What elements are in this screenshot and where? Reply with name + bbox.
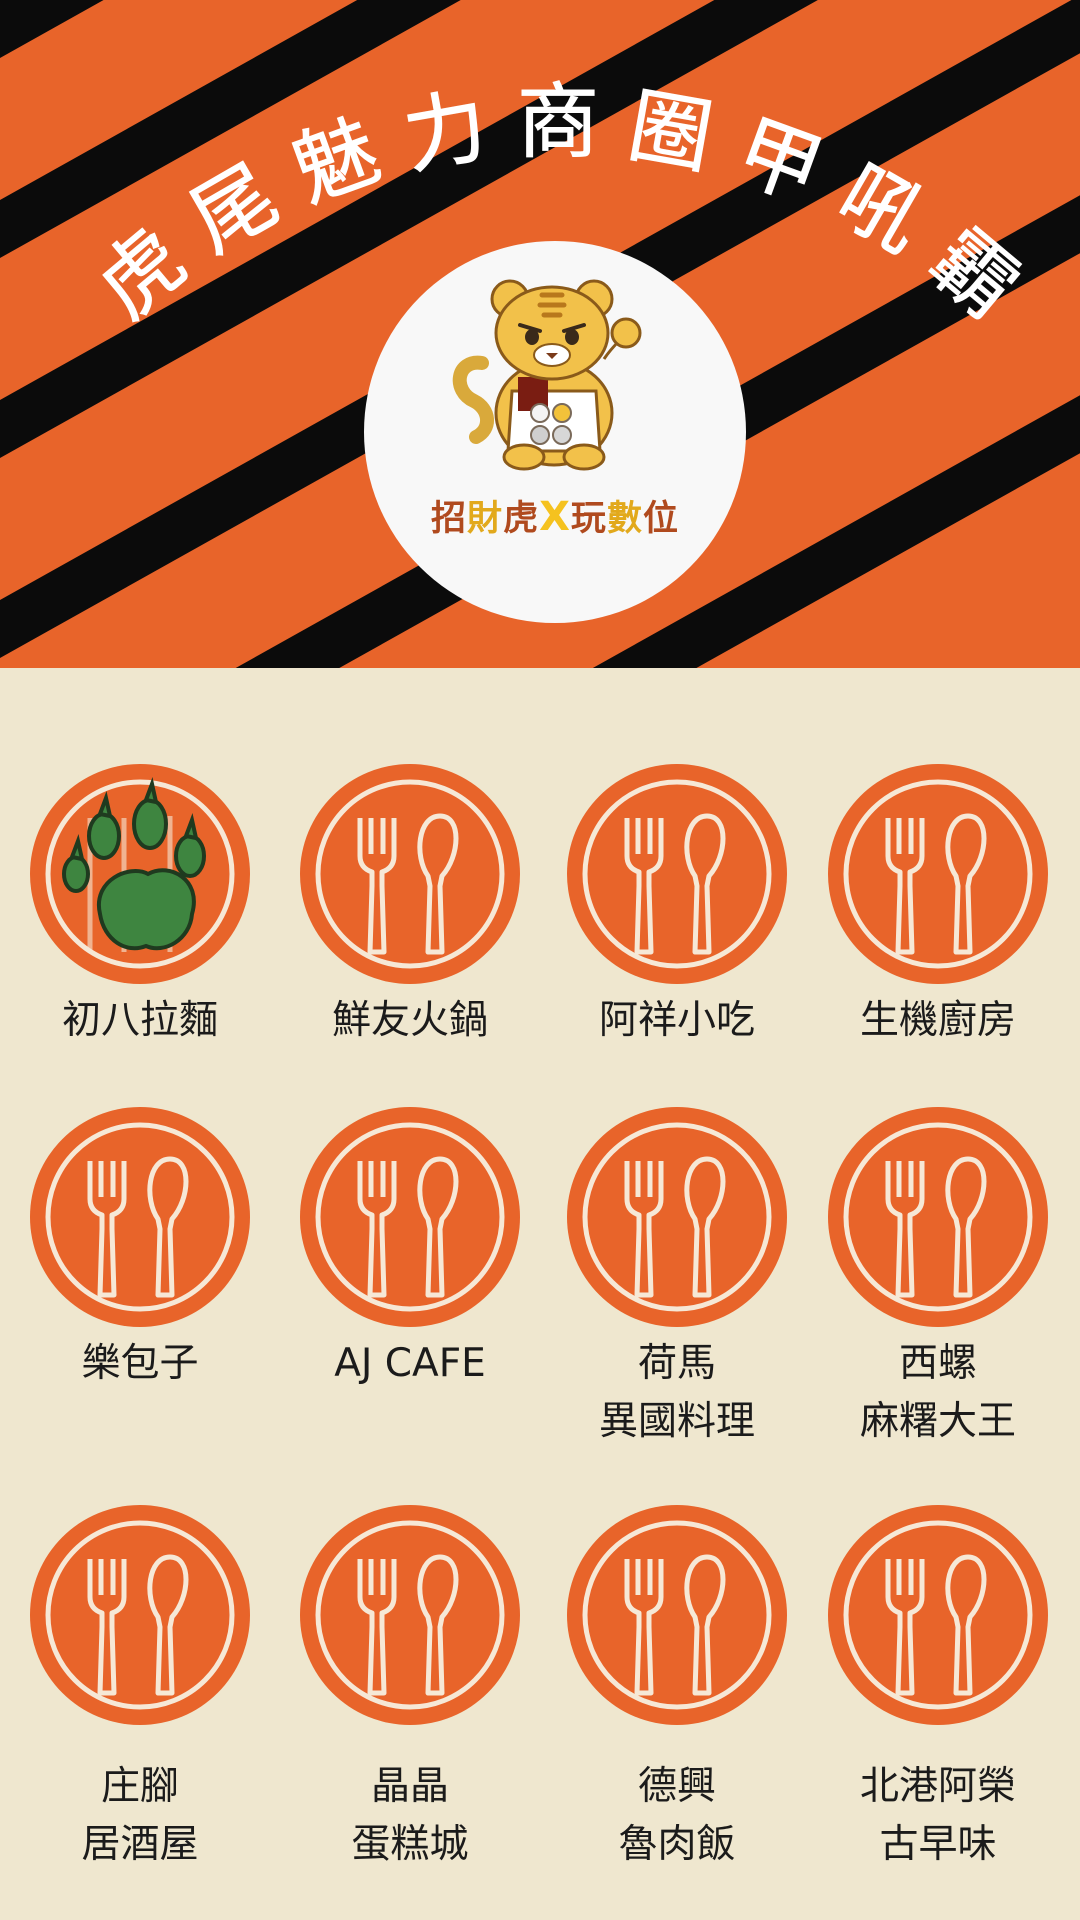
- logo-slogan: 招財虎X玩數位: [431, 494, 679, 540]
- shop-name: 晶晶 蛋糕城: [290, 1758, 530, 1874]
- fork-spoon-icon[interactable]: [567, 764, 787, 984]
- shop-name-line1: 西螺: [898, 1341, 977, 1386]
- shop-name-line1: 德興: [637, 1764, 716, 1809]
- fork-spoon-icon[interactable]: [300, 1107, 520, 1327]
- shop-name-line1: 荷馬: [637, 1341, 716, 1386]
- shop-name-line2: 居酒屋: [81, 1822, 199, 1867]
- shop-name: 初八拉麵: [20, 992, 260, 1050]
- title-char: 魅: [282, 103, 392, 220]
- fork-spoon-icon[interactable]: [828, 1107, 1048, 1327]
- page-title: 虎尾魅力商圈甲吼霸: [79, 75, 1036, 338]
- shop-name: 北港阿榮 古早味: [818, 1758, 1058, 1874]
- shop-name-line2: 麻糬大王: [859, 1399, 1016, 1444]
- stripe-3: [0, 0, 818, 458]
- stripe-6: [592, 395, 1080, 668]
- shop-name-line2: 異國料理: [598, 1399, 755, 1444]
- shop-name: 阿祥小吃: [557, 992, 797, 1050]
- shop-name: 鮮友火鍋: [290, 992, 530, 1050]
- shop-name-line1: 樂包子: [81, 1341, 199, 1386]
- title-char: 吼: [822, 148, 941, 271]
- title-char: 虎: [80, 211, 204, 336]
- shop-name-line1: 生機廚房: [859, 998, 1016, 1043]
- stripe-1: [0, 0, 104, 58]
- fork-spoon-icon[interactable]: [30, 1107, 250, 1327]
- shop-name: AJ CAFE: [290, 1335, 530, 1393]
- title-char: 圈: [622, 78, 719, 186]
- shop-name: 荷馬 異國料理: [557, 1335, 797, 1451]
- paw-print-icon[interactable]: [30, 764, 250, 984]
- shop-name-line2: 蛋糕城: [351, 1822, 469, 1867]
- fork-spoon-icon[interactable]: [300, 764, 520, 984]
- shop-name-line1: 庄腳: [100, 1764, 179, 1809]
- title-char: 甲: [725, 103, 835, 220]
- shop-name: 樂包子: [20, 1335, 260, 1393]
- fork-spoon-icon[interactable]: [567, 1505, 787, 1725]
- shop-name-line1: 阿祥小吃: [598, 998, 755, 1043]
- fork-spoon-icon[interactable]: [30, 1505, 250, 1725]
- shop-name: 西螺 麻糬大王: [818, 1335, 1058, 1451]
- shop-name-line2: 魯肉飯: [618, 1822, 736, 1867]
- header-banner: 虎尾魅力商圈甲吼霸: [0, 0, 1080, 668]
- shop-name-line1: 鮮友火鍋: [331, 998, 488, 1043]
- title-char: 力: [397, 78, 494, 186]
- shop-name-line1: 晶晶: [370, 1764, 449, 1809]
- fork-spoon-icon[interactable]: [828, 764, 1048, 984]
- shop-name: 生機廚房: [818, 992, 1058, 1050]
- title-char: 霸: [912, 211, 1036, 336]
- mascot-logo: 招財虎X玩數位: [364, 241, 746, 623]
- title-char: 尾: [175, 148, 294, 271]
- shop-name-line1: 北港阿榮: [859, 1764, 1016, 1809]
- stripe-2: [0, 0, 461, 258]
- title-char: 商: [517, 75, 599, 170]
- tiger-mascot-icon: [452, 279, 642, 471]
- shop-name: 德興 魯肉飯: [557, 1758, 797, 1874]
- shop-name: 庄腳 居酒屋: [20, 1758, 260, 1874]
- fork-spoon-icon[interactable]: [567, 1107, 787, 1327]
- shop-name-line1: AJ CAFE: [334, 1341, 486, 1386]
- shop-name-line2: 古早味: [879, 1822, 997, 1867]
- shop-name-line1: 初八拉麵: [61, 998, 218, 1043]
- fork-spoon-icon[interactable]: [828, 1505, 1048, 1725]
- fork-spoon-icon[interactable]: [300, 1505, 520, 1725]
